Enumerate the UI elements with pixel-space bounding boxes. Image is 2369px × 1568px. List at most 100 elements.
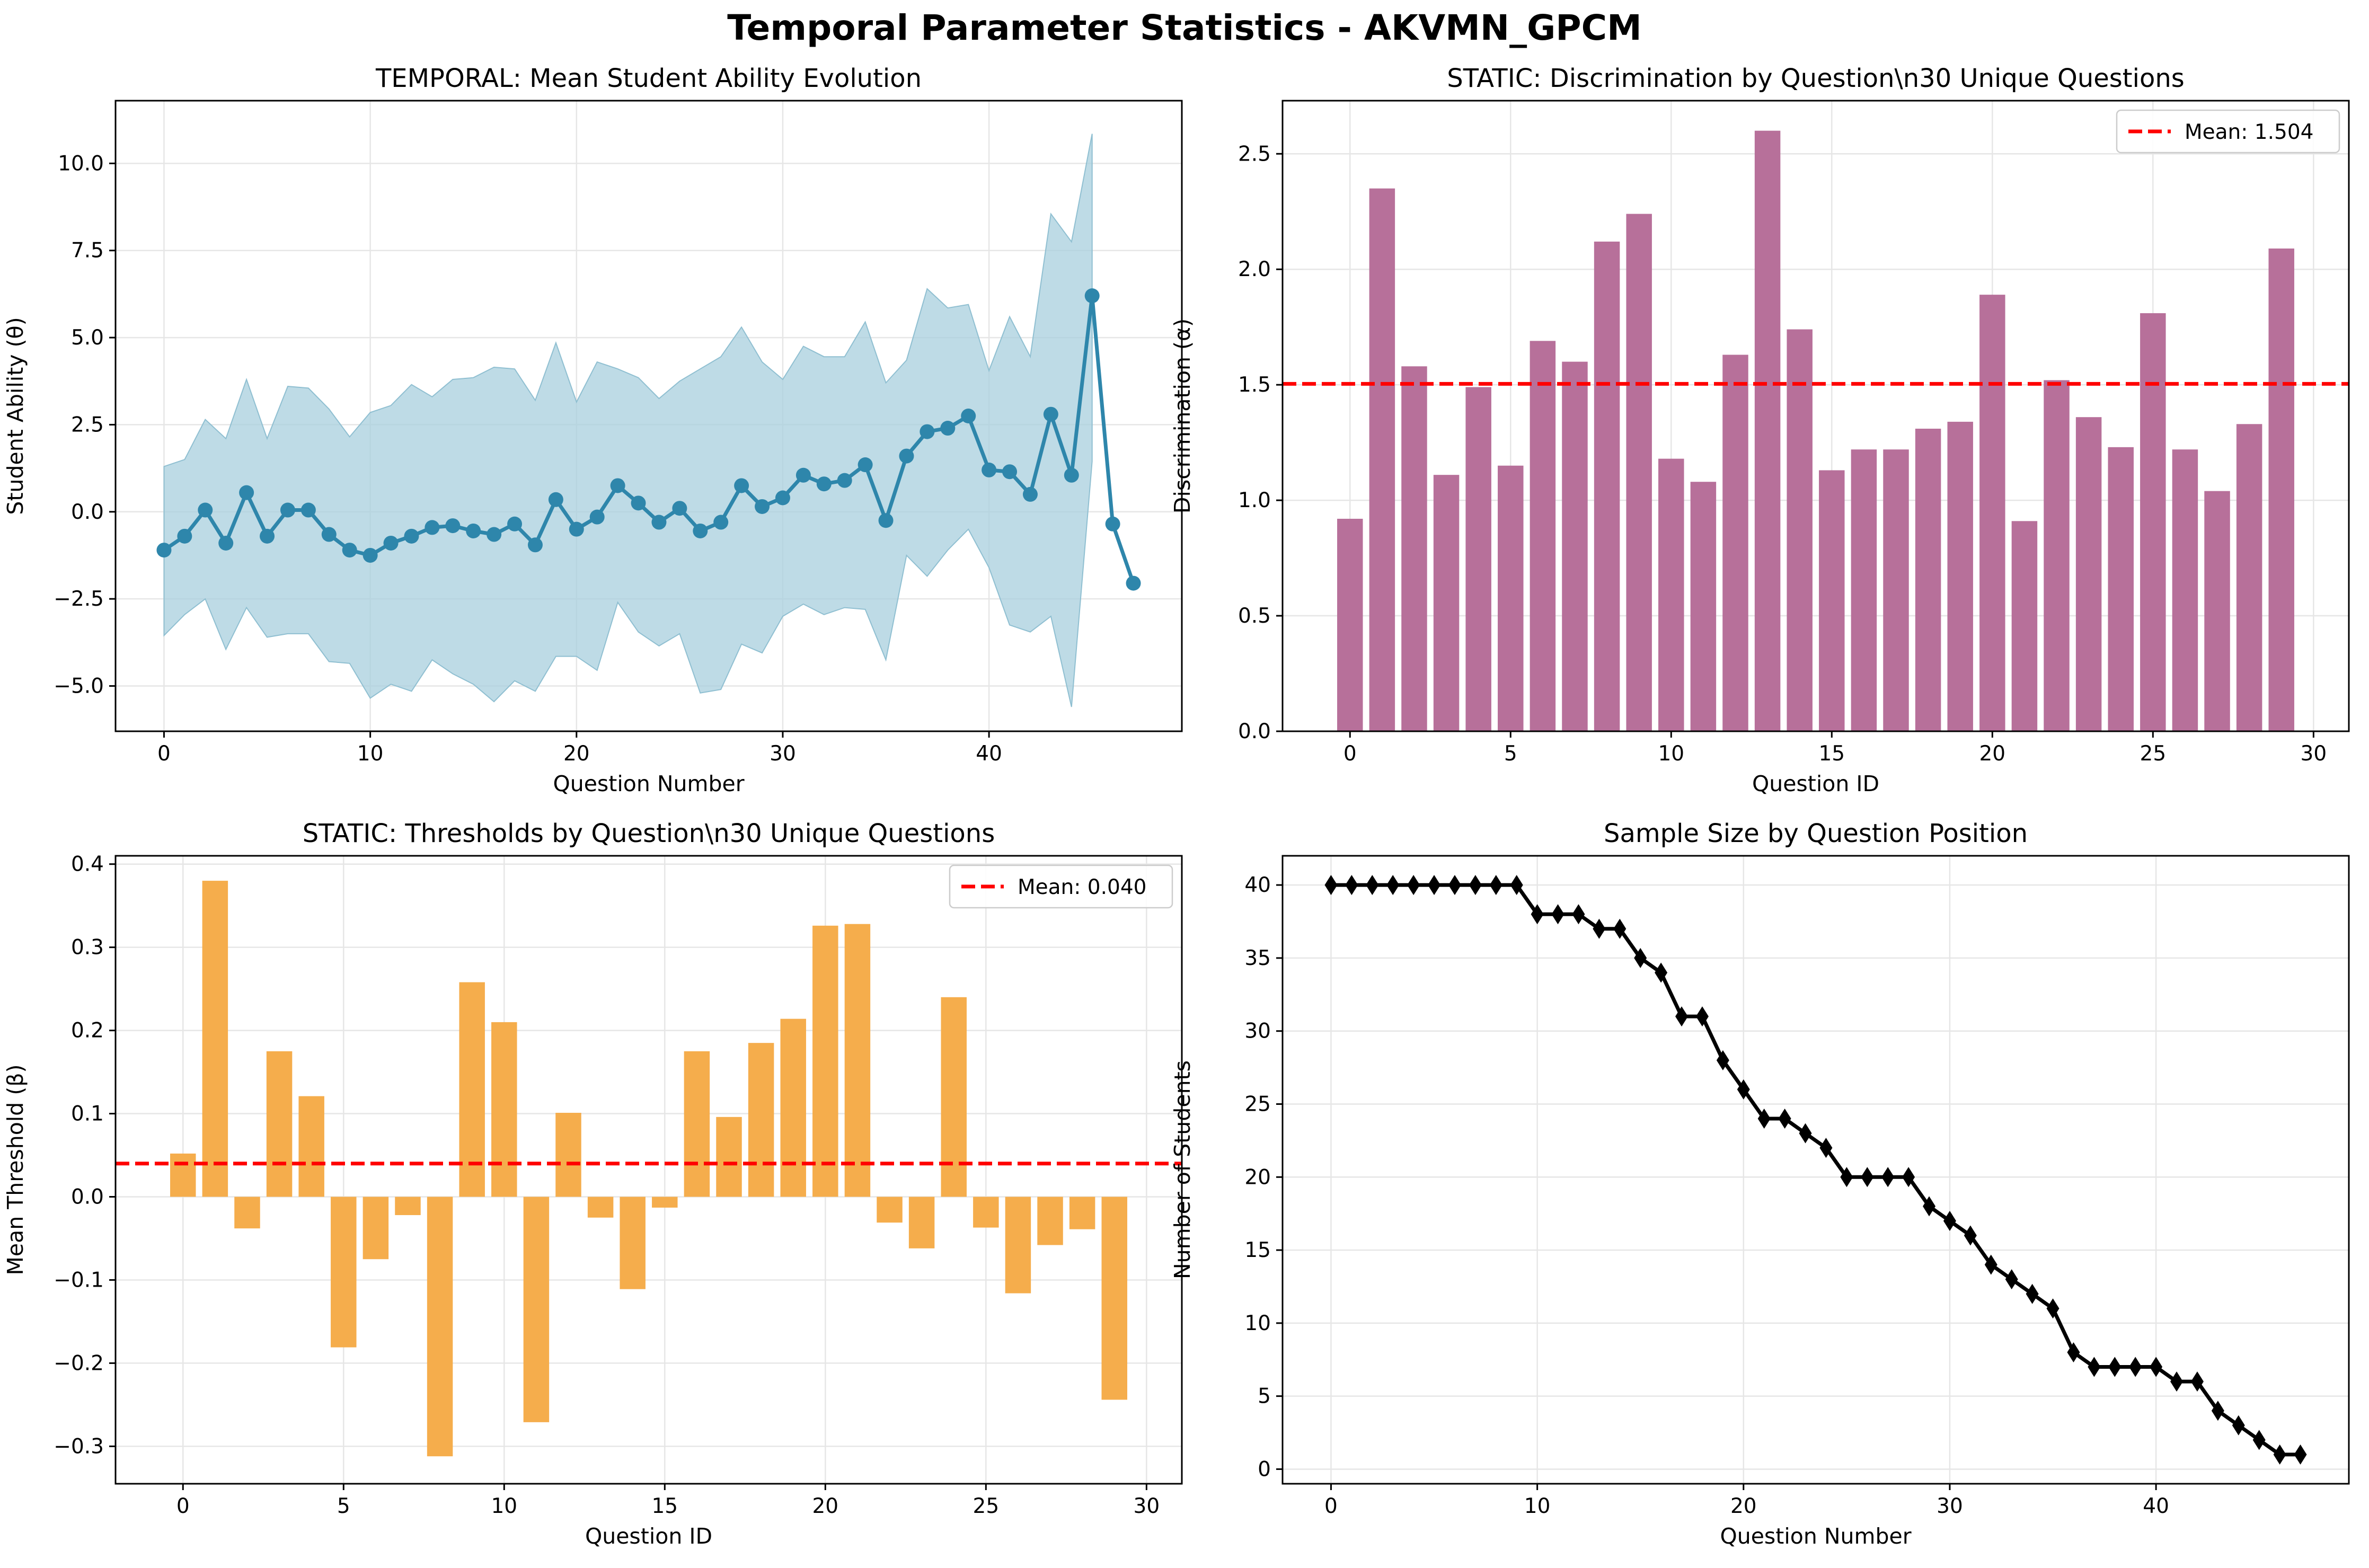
bar bbox=[1337, 518, 1363, 731]
data-point bbox=[548, 492, 563, 507]
bar bbox=[1530, 341, 1556, 731]
data-point bbox=[363, 547, 378, 563]
y-tick-label: 2.5 bbox=[71, 413, 104, 437]
bar bbox=[459, 982, 485, 1197]
bar bbox=[2044, 380, 2070, 731]
bar bbox=[2236, 424, 2262, 731]
bar bbox=[1401, 366, 1427, 731]
data-point bbox=[858, 457, 873, 473]
bar bbox=[908, 1197, 935, 1248]
data-point bbox=[527, 537, 543, 553]
bar bbox=[812, 925, 838, 1197]
x-tick-label: 5 bbox=[1504, 742, 1517, 766]
data-point bbox=[1613, 918, 1627, 939]
x-tick-label: 30 bbox=[1134, 1494, 1160, 1518]
data-point bbox=[2026, 1283, 2039, 1304]
x-tick-label: 10 bbox=[1658, 742, 1684, 766]
data-point bbox=[425, 520, 440, 535]
data-point bbox=[2150, 1357, 2163, 1377]
y-tick-label: 35 bbox=[1244, 946, 1271, 970]
bar bbox=[1626, 214, 1652, 732]
bar bbox=[941, 997, 967, 1197]
data-point bbox=[156, 543, 172, 558]
data-point bbox=[2108, 1357, 2122, 1377]
data-point bbox=[2170, 1371, 2184, 1392]
data-point bbox=[1593, 918, 1606, 939]
y-tick-label: 1.0 bbox=[1238, 489, 1271, 512]
bar bbox=[684, 1051, 710, 1197]
bar bbox=[363, 1197, 389, 1260]
x-axis-label: Question ID bbox=[585, 1523, 712, 1549]
data-point bbox=[1510, 875, 1523, 896]
data-point bbox=[1572, 904, 1585, 925]
data-point bbox=[2211, 1401, 2224, 1421]
x-tick-label: 15 bbox=[651, 1494, 678, 1518]
bar bbox=[202, 881, 228, 1197]
bar bbox=[395, 1197, 421, 1216]
data-point bbox=[1386, 875, 1400, 896]
bar bbox=[555, 1112, 581, 1197]
x-tick-label: 0 bbox=[157, 742, 171, 766]
bar bbox=[1369, 188, 1395, 732]
y-tick-label: −2.5 bbox=[54, 587, 104, 611]
bar bbox=[1498, 465, 1524, 731]
bar bbox=[1658, 458, 1684, 731]
y-tick-label: 0.0 bbox=[1238, 720, 1271, 743]
data-point bbox=[693, 523, 708, 538]
figure-title: Temporal Parameter Statistics - AKVMN_GP… bbox=[727, 7, 1642, 48]
bar bbox=[844, 924, 871, 1197]
data-point bbox=[610, 478, 625, 493]
bar bbox=[2075, 417, 2102, 731]
axes-frame bbox=[114, 100, 1183, 732]
data-point bbox=[2252, 1430, 2266, 1450]
x-tick-label: 0 bbox=[1324, 1494, 1338, 1518]
y-tick-label: 0.3 bbox=[71, 936, 104, 960]
bar bbox=[1754, 130, 1781, 732]
data-point bbox=[899, 448, 914, 464]
data-point bbox=[1716, 1050, 1729, 1070]
sample-size-chart: 0 10 20 30 40 0 5 10 15 20 25 30 35 40 Sample Size by … bbox=[1170, 819, 2350, 1549]
x-tick-label: 30 bbox=[1937, 1494, 1963, 1518]
data-point bbox=[260, 528, 275, 544]
data-point bbox=[445, 518, 461, 534]
bar bbox=[1915, 428, 1941, 731]
bar bbox=[1979, 295, 2005, 731]
y-axis-label: Number of Students bbox=[1170, 1060, 1195, 1279]
data-point bbox=[2005, 1269, 2018, 1290]
bar bbox=[523, 1197, 550, 1422]
bar bbox=[234, 1197, 260, 1229]
confidence-band bbox=[163, 134, 1093, 707]
legend-box bbox=[2116, 109, 2340, 154]
data-point bbox=[816, 476, 832, 492]
y-axis-label: Discrimination (α) bbox=[1170, 318, 1195, 513]
bar bbox=[877, 1197, 903, 1223]
data-point bbox=[589, 509, 605, 525]
bar bbox=[298, 1096, 324, 1197]
panel-title: STATIC: Thresholds by Question\n30 Uniqu… bbox=[303, 819, 995, 848]
bar bbox=[1005, 1197, 1031, 1294]
x-axis-label: Question Number bbox=[553, 771, 744, 796]
data-point bbox=[940, 421, 956, 436]
legend-box bbox=[949, 864, 1173, 909]
legend-label: Mean: 0.040 bbox=[1018, 875, 1146, 899]
x-tick-label: 10 bbox=[1524, 1494, 1551, 1518]
ability-evolution-chart: 0 10 20 30 40 −5.0 −2.5 0.0 2.5 5.0 7.5 10.0 TEMPORA… bbox=[3, 64, 1183, 796]
y-tick-label: 15 bbox=[1244, 1238, 1271, 1262]
x-tick-label: 30 bbox=[2301, 742, 2327, 766]
data-point bbox=[2067, 1342, 2080, 1362]
bar bbox=[2172, 449, 2198, 731]
data-point bbox=[1757, 1109, 1771, 1129]
axes-frame bbox=[1281, 855, 2350, 1485]
bar bbox=[2140, 313, 2166, 731]
data-point bbox=[383, 535, 399, 551]
data-point bbox=[2273, 1444, 2286, 1465]
data-point bbox=[487, 527, 502, 542]
data-point bbox=[1964, 1225, 1977, 1246]
bar bbox=[170, 1153, 196, 1197]
bar bbox=[2011, 521, 2038, 731]
data-point bbox=[466, 523, 481, 538]
y-tick-label: 0 bbox=[1258, 1457, 1271, 1481]
y-tick-label: 0.1 bbox=[71, 1102, 104, 1126]
data-point bbox=[1324, 875, 1338, 896]
